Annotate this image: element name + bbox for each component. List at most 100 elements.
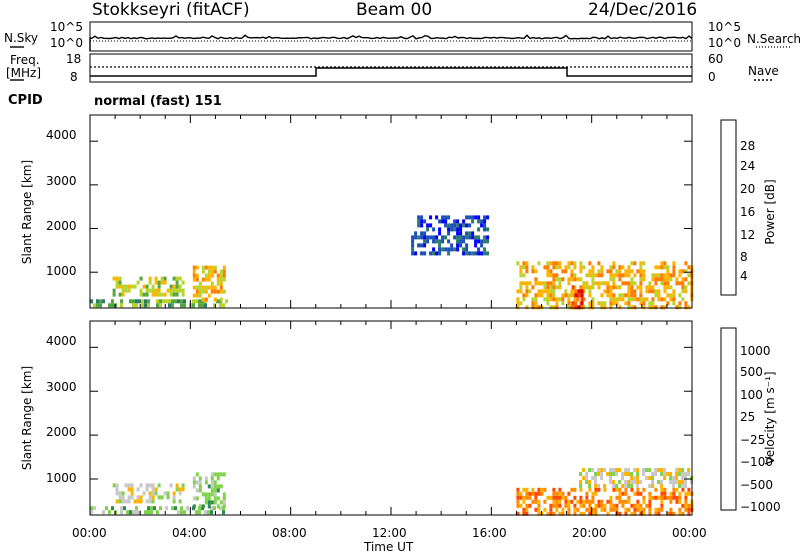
data-cell-p2-r0: [210, 506, 213, 511]
data-cell-p1-r2: [201, 297, 205, 302]
data-cell-p1-r4: [423, 251, 427, 256]
data-cell-p1-r1: [112, 276, 116, 281]
data-cell-p1-r0: [93, 303, 96, 308]
data-cell-p2-r3: [606, 499, 610, 504]
data-cell-p1-r1: [157, 280, 161, 285]
data-cell-p1-r5: [660, 273, 664, 278]
data-cell-p2-r3: [615, 503, 619, 508]
data-cell-p2-r4: [630, 484, 634, 488]
data-cell-p1-r2: [219, 297, 223, 302]
data-cell-p1-r4: [414, 231, 418, 236]
data-cell-p1-r5: [669, 285, 673, 290]
data-cell-p2-r2: [198, 488, 202, 493]
data-cell-p1-r4: [444, 235, 448, 240]
data-cell-p1-r4: [420, 231, 424, 236]
data-cell-p1-r2: [192, 265, 196, 270]
data-cell-p1-r5: [519, 285, 523, 290]
data-cell-p1-r5: [543, 285, 547, 290]
data-cell-p1-r1: [178, 288, 182, 293]
data-cell-p2-r3: [597, 499, 601, 504]
data-cell-p2-r3: [558, 491, 562, 496]
data-cell-p2-r1: [115, 499, 119, 504]
data-cell-p2-r3: [675, 495, 679, 500]
data-cell-p1-r5: [639, 269, 643, 274]
data-cell-p2-r2: [207, 496, 211, 501]
data-cell-p2-r4: [600, 476, 604, 480]
data-cell-p2-r3: [606, 511, 610, 516]
data-cell-p2-r3: [582, 511, 586, 516]
data-cell-p2-r3: [627, 507, 631, 512]
data-cell-p1-r0: [183, 299, 186, 304]
data-cell-p1-r0: [156, 299, 159, 304]
data-cell-p1-r4: [429, 215, 433, 220]
data-cell-p2-r3: [564, 499, 568, 504]
data-cell-p2-r4: [630, 472, 634, 476]
data-cell-p1-r5: [648, 301, 652, 306]
freq-panel-frame: [89, 53, 693, 83]
data-cell-p1-r5: [528, 281, 532, 286]
data-cell-p1-r0: [165, 299, 168, 304]
data-cell-p1-r5: [588, 285, 592, 290]
data-cell-p2-r3: [603, 503, 607, 508]
data-cell-p2-r3: [654, 507, 658, 512]
data-cell-p2-r4: [594, 480, 598, 484]
data-cell-p2-r4: [612, 480, 616, 484]
data-cell-p2-r3: [591, 511, 595, 516]
data-cell-p1-r5: [549, 285, 553, 290]
data-cell-p1-r5: [627, 285, 631, 290]
data-cell-p1-r1: [160, 276, 164, 281]
data-cell-p2-r3: [639, 491, 643, 496]
data-cell-p1-r5: [654, 281, 658, 286]
data-cell-p2-r0: [210, 510, 213, 515]
data-cell-p2-r1: [160, 495, 164, 500]
data-cell-p1-r2: [192, 293, 196, 298]
data-cell-p2-r3: [537, 487, 541, 492]
data-cell-p2-r1: [145, 499, 149, 504]
data-cell-p1-r5: [600, 265, 604, 270]
data-cell-p1-r5: [624, 301, 628, 306]
data-cell-p2-r4: [681, 480, 685, 484]
data-cell-p2-r3: [624, 499, 628, 504]
data-cell-p1-r2: [222, 277, 226, 282]
data-cell-p2-r4: [594, 484, 598, 488]
data-cell-p2-r4: [579, 472, 583, 476]
data-cell-p2-r4: [687, 468, 691, 472]
data-cell-p1-r1: [172, 292, 176, 297]
data-cell-p1-r4: [483, 251, 487, 256]
data-cell-p1-r5: [531, 301, 535, 306]
ytick-p2-1000: 1000: [46, 471, 77, 485]
data-cell-p2-r3: [681, 511, 685, 516]
data-cell-p1-r4: [417, 219, 421, 224]
data-cell-p1-r4: [429, 251, 433, 256]
data-cell-p1-r2: [213, 289, 217, 294]
data-cell-p1-r5: [582, 297, 586, 302]
data-cell-p1-r5: [654, 305, 658, 310]
data-cell-p2-r3: [585, 491, 589, 496]
data-cell-p1-r5: [555, 301, 559, 306]
data-cell-p2-r4: [630, 480, 634, 484]
data-cell-p1-r2: [210, 285, 214, 290]
data-cell-p2-r4: [675, 480, 679, 484]
data-cell-p1-r5: [534, 269, 538, 274]
cbar-vel-tick-100: 100: [740, 388, 763, 402]
data-cell-p1-r5: [678, 305, 682, 310]
data-cell-p1-r0: [135, 299, 138, 304]
data-cell-p2-r3: [570, 487, 574, 492]
data-cell-p2-r3: [537, 499, 541, 504]
data-cell-p1-r2: [201, 289, 205, 294]
data-cell-p1-r5: [555, 273, 559, 278]
data-cell-p1-r5: [633, 273, 637, 278]
data-cell-p1-r0: [135, 303, 138, 308]
data-cell-p1-r4: [438, 227, 442, 232]
data-cell-p1-r0: [120, 299, 123, 304]
data-cell-p2-r3: [576, 499, 580, 504]
data-cell-p2-r3: [672, 495, 676, 500]
data-cell-p1-r4: [459, 227, 463, 232]
data-cell-p1-r5: [519, 289, 523, 294]
data-cell-p2-r1: [136, 487, 140, 492]
data-cell-p1-r4: [459, 239, 463, 244]
data-cell-p1-r5: [588, 273, 592, 278]
data-cell-p2-r4: [651, 480, 655, 484]
data-cell-p2-r3: [687, 491, 691, 496]
data-cell-p1-r5: [651, 297, 655, 302]
